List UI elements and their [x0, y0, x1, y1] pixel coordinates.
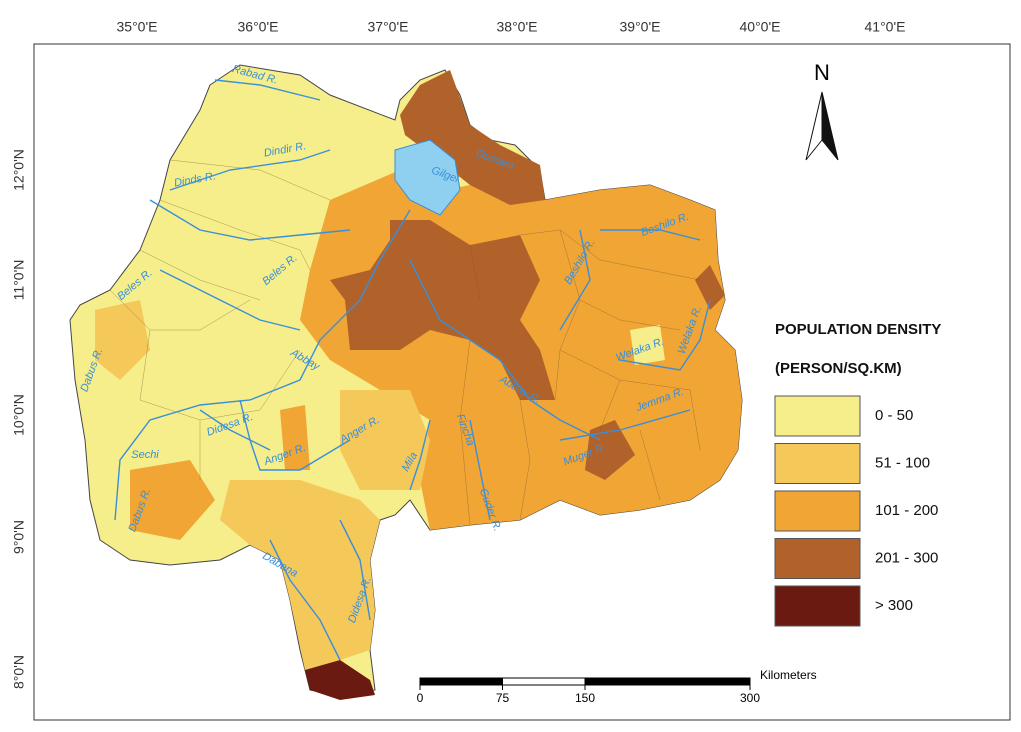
longitude-label: 40°0'E [740, 19, 781, 35]
legend-swatch [774, 443, 861, 484]
longitude-label: 37°0'E [368, 19, 409, 35]
legend-label: 51 - 100 [875, 454, 930, 471]
arrow-right [821, 91, 839, 161]
region-51-100 [340, 390, 430, 490]
legend-swatch [774, 490, 861, 532]
region-0-50 [630, 325, 665, 365]
legend-label: 201 - 300 [875, 549, 938, 566]
legend-label: 101 - 200 [875, 502, 938, 519]
legend-title: POPULATION DENSITY [775, 321, 941, 338]
latitude-labels: 12°0'N 11°0'N 10°0'N 9°0'N 8°0'N [11, 149, 27, 689]
longitude-label: 39°0'E [620, 19, 661, 35]
scale-segment [584, 677, 751, 686]
latitude-label: 9°0'N [11, 520, 27, 554]
scale-unit: Kilometers [760, 668, 817, 682]
lake-tana [394, 139, 461, 216]
river-label: Sechi [131, 449, 159, 461]
scale-tick-label: 75 [496, 691, 510, 705]
latitude-label: 8°0'N [11, 655, 27, 689]
longitude-labels: 35°0'E 36°0'E 37°0'E 38°0'E 39°0'E 40°0'E 41°0… [117, 19, 906, 35]
legend-label: > 300 [875, 597, 913, 614]
latitude-label: 12°0'N [11, 149, 27, 191]
legend-subtitle: (PERSON/SQ.KM) [775, 360, 902, 377]
region-201-300 [585, 420, 635, 480]
longitude-label: 36°0'E [238, 19, 279, 35]
region-201-300 [695, 265, 725, 310]
scale-tick-label: 0 [417, 691, 424, 705]
legend: 0 - 50 51 - 100 101 - 200 201 - 300 > 300 [774, 395, 938, 627]
scale-segment [502, 677, 586, 686]
legend-swatch [774, 585, 861, 627]
longitude-label: 41°0'E [865, 19, 906, 35]
region-101-200 [130, 460, 215, 540]
district-boundaries [109, 159, 701, 526]
rivers [114, 79, 711, 661]
scale-tick-label: 150 [575, 691, 595, 705]
north-label: N [814, 60, 830, 85]
legend-label: 0 - 50 [875, 407, 913, 424]
longitude-label: 38°0'E [497, 19, 538, 35]
north-arrow: N [805, 60, 839, 161]
region-201-300 [400, 70, 545, 205]
latitude-label: 10°0'N [11, 394, 27, 436]
scale-segment [419, 677, 503, 686]
region-201-300 [330, 220, 555, 400]
legend-swatch [774, 395, 861, 437]
region-51-100 [95, 300, 150, 380]
longitude-label: 35°0'E [117, 19, 158, 35]
region-51-100 [220, 480, 380, 670]
latitude-label: 11°0'N [11, 260, 27, 301]
basin-map [69, 64, 743, 700]
legend-swatch [774, 538, 861, 579]
region-over-300 [305, 660, 375, 700]
region-101-200 [280, 405, 310, 470]
scale-tick-label: 300 [740, 691, 760, 705]
